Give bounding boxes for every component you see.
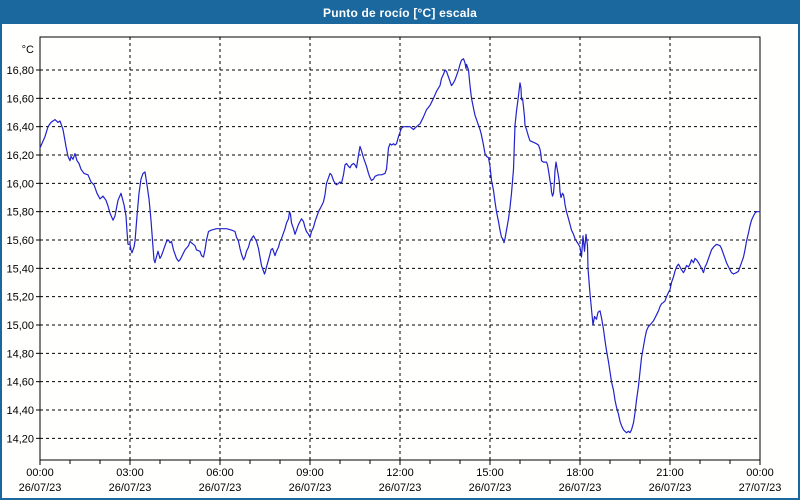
y-tick-label: 15,60 — [6, 235, 34, 247]
y-tick-label: 16,00 — [6, 178, 34, 190]
x-tick-date-label: 26/07/23 — [19, 482, 62, 494]
y-tick-label: 16,40 — [6, 122, 34, 134]
y-tick-label: 15,80 — [6, 207, 34, 219]
y-tick-label: 16,80 — [6, 65, 34, 77]
x-tick-date-label: 26/07/23 — [199, 482, 242, 494]
x-tick-date-label: 27/07/23 — [739, 482, 782, 494]
chart-area: 16,80 16,60 16,40 16,20 16,00 15,80 15,60 15,40… — [2, 24, 798, 498]
x-tick-time-label: 15:00 — [476, 467, 504, 479]
x-tick-date-label: 26/07/23 — [469, 482, 512, 494]
x-tick-date-label: 26/07/23 — [379, 482, 422, 494]
x-tick-date-label: 26/07/23 — [109, 482, 152, 494]
x-tick-date-label: 26/07/23 — [649, 482, 692, 494]
x-tick-time-label: 03:00 — [116, 467, 144, 479]
y-tick-label: 15,00 — [6, 320, 34, 332]
y-tick-label: 14,40 — [6, 405, 34, 417]
x-tick-date-label: 26/07/23 — [559, 482, 602, 494]
x-tick-time-label: 09:00 — [296, 467, 324, 479]
x-tick-time-label: 18:00 — [566, 467, 594, 479]
y-tick-label: 16,60 — [6, 93, 34, 105]
y-tick-label: 16,20 — [6, 150, 34, 162]
y-tick-label: 15,40 — [6, 263, 34, 275]
y-axis-unit-label: °C — [22, 44, 34, 56]
dewpoint-series-line — [39, 58, 761, 434]
x-tick-time-label: 12:00 — [386, 467, 414, 479]
chart-title: Punto de rocío [°C] escala — [322, 6, 478, 20]
x-tick-time-label: 00:00 — [746, 467, 774, 479]
x-tick-time-label: 06:00 — [206, 467, 234, 479]
x-tick-date-label: 26/07/23 — [289, 482, 332, 494]
x-tick-time-label: 00:00 — [26, 467, 54, 479]
x-tick-time-label: 21:00 — [656, 467, 684, 479]
y-tick-label: 14,60 — [6, 377, 34, 389]
y-tick-label: 14,20 — [6, 433, 34, 445]
window-titlebar: Punto de rocío [°C] escala — [2, 2, 798, 24]
y-tick-label: 14,80 — [6, 348, 34, 360]
y-tick-label: 15,20 — [6, 292, 34, 304]
chart-canvas: 16,80 16,60 16,40 16,20 16,00 15,80 15,60 15,40… — [6, 36, 782, 494]
